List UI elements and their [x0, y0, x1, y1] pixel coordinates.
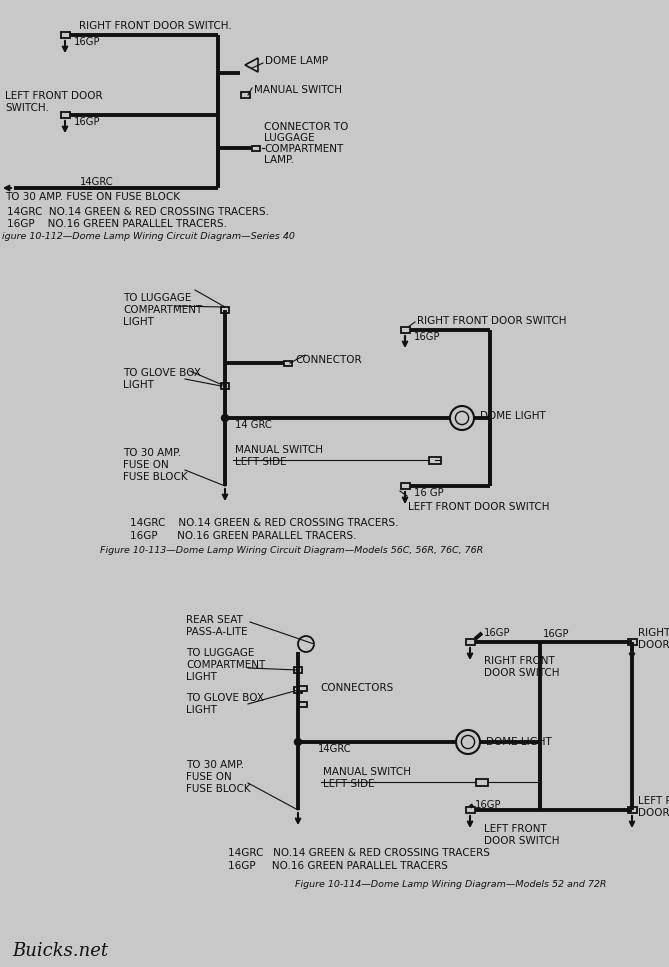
Bar: [628, 639, 636, 645]
Bar: [240, 92, 250, 98]
Text: TO LUGGAGE: TO LUGGAGE: [123, 293, 191, 303]
Bar: [401, 483, 409, 489]
Bar: [60, 112, 70, 118]
Bar: [466, 807, 474, 813]
Text: TO LUGGAGE: TO LUGGAGE: [186, 648, 254, 658]
Text: 16GP     NO.16 GREEN PARALLEL TRACERS: 16GP NO.16 GREEN PARALLEL TRACERS: [228, 861, 448, 871]
Text: CONNECTOR: CONNECTOR: [295, 355, 362, 365]
Text: MANUAL SWITCH: MANUAL SWITCH: [235, 445, 323, 455]
Text: FUSE ON: FUSE ON: [186, 772, 231, 782]
Bar: [299, 701, 307, 707]
Text: RIGHT FRONT DOOR SWITCH.: RIGHT FRONT DOOR SWITCH.: [79, 21, 231, 31]
Text: REAR SEAT: REAR SEAT: [186, 615, 243, 625]
Text: DOOR SWITCH: DOOR SWITCH: [484, 668, 559, 678]
Circle shape: [298, 636, 314, 652]
Text: DOOR SWITCH: DOOR SWITCH: [638, 808, 669, 818]
Bar: [628, 807, 636, 813]
Text: FUSE BLOCK: FUSE BLOCK: [186, 784, 251, 794]
Text: COMPARTMENT: COMPARTMENT: [123, 305, 202, 315]
Text: LIGHT: LIGHT: [186, 705, 217, 715]
Text: 14GRC: 14GRC: [80, 177, 114, 187]
Text: 16GP      NO.16 GREEN PARALLEL TRACERS.: 16GP NO.16 GREEN PARALLEL TRACERS.: [130, 531, 357, 541]
Text: RIGHT FRONT DOOR SWITCH: RIGHT FRONT DOOR SWITCH: [417, 316, 567, 326]
Text: 16GP: 16GP: [484, 628, 510, 638]
Text: 16GP: 16GP: [74, 117, 100, 127]
Bar: [221, 307, 229, 313]
Text: SWITCH.: SWITCH.: [5, 103, 49, 113]
Text: DOOR SWITCH: DOOR SWITCH: [638, 640, 669, 650]
Text: CONNECTORS: CONNECTORS: [320, 683, 393, 693]
Text: igure 10-112—Dome Lamp Wiring Circuit Diagram—Series 40: igure 10-112—Dome Lamp Wiring Circuit Di…: [2, 232, 295, 241]
Text: DOME LIGHT: DOME LIGHT: [480, 411, 546, 421]
Bar: [299, 686, 307, 690]
Text: LIGHT: LIGHT: [123, 317, 154, 327]
Bar: [294, 667, 302, 673]
Circle shape: [221, 415, 229, 422]
Text: TO 30 AMP. FUSE ON FUSE BLOCK: TO 30 AMP. FUSE ON FUSE BLOCK: [5, 192, 180, 202]
Text: 16GP    NO.16 GREEN PARALLEL TRACERS.: 16GP NO.16 GREEN PARALLEL TRACERS.: [7, 219, 227, 229]
Circle shape: [456, 411, 468, 425]
Text: LIGHT: LIGHT: [186, 672, 217, 682]
Text: DOME LIGHT: DOME LIGHT: [486, 737, 552, 747]
Text: TO GLOVE BOX: TO GLOVE BOX: [186, 693, 264, 703]
Text: TO 30 AMP.: TO 30 AMP.: [123, 448, 181, 458]
Text: 14GRC: 14GRC: [318, 744, 352, 754]
Text: PASS-A-LITE: PASS-A-LITE: [186, 627, 248, 637]
Text: LEFT SIDE: LEFT SIDE: [323, 779, 375, 789]
Bar: [401, 327, 409, 333]
Text: Buicks.net: Buicks.net: [12, 942, 108, 960]
Text: LEFT FRONT DOOR: LEFT FRONT DOOR: [5, 91, 102, 101]
Text: MANUAL SWITCH: MANUAL SWITCH: [254, 85, 342, 95]
Text: 16GP: 16GP: [414, 332, 440, 342]
Text: FUSE ON: FUSE ON: [123, 460, 169, 470]
Text: COMPARTMENT: COMPARTMENT: [264, 144, 343, 154]
Text: 14GRC    NO.14 GREEN & RED CROSSING TRACERS.: 14GRC NO.14 GREEN & RED CROSSING TRACERS…: [130, 518, 399, 528]
Text: 14GRC   NO.14 GREEN & RED CROSSING TRACERS: 14GRC NO.14 GREEN & RED CROSSING TRACERS: [228, 848, 490, 858]
Polygon shape: [245, 58, 258, 72]
Text: LAMP.: LAMP.: [264, 155, 294, 165]
Text: LEFT FRONT: LEFT FRONT: [484, 824, 547, 834]
Text: LEFT FRONT DOOR SWITCH: LEFT FRONT DOOR SWITCH: [408, 502, 549, 512]
Text: LIGHT: LIGHT: [123, 380, 154, 390]
Circle shape: [456, 730, 480, 754]
Text: RIGHT FRONT: RIGHT FRONT: [484, 656, 555, 666]
Text: FUSE BLOCK: FUSE BLOCK: [123, 472, 187, 482]
Text: LEFT SIDE: LEFT SIDE: [235, 457, 286, 467]
Text: TO 30 AMP.: TO 30 AMP.: [186, 760, 244, 770]
Text: LUGGAGE: LUGGAGE: [264, 133, 314, 143]
Text: 16GP: 16GP: [475, 800, 502, 810]
Text: DOME LAMP: DOME LAMP: [265, 56, 328, 66]
Text: MANUAL SWITCH: MANUAL SWITCH: [323, 767, 411, 777]
Bar: [221, 383, 229, 389]
Text: 14 GRC: 14 GRC: [235, 420, 272, 430]
Text: DOOR SWITCH: DOOR SWITCH: [484, 836, 559, 846]
Bar: [284, 361, 292, 366]
Text: 16 GP: 16 GP: [414, 488, 444, 498]
Text: Figure 10-114—Dome Lamp Wiring Diagram—Models 52 and 72R: Figure 10-114—Dome Lamp Wiring Diagram—M…: [295, 880, 607, 889]
Circle shape: [462, 735, 474, 748]
Text: 16GP: 16GP: [543, 629, 569, 639]
Text: 14GRC  NO.14 GREEN & RED CROSSING TRACERS.: 14GRC NO.14 GREEN & RED CROSSING TRACERS…: [7, 207, 269, 217]
Bar: [294, 687, 302, 693]
Text: RIGHT REAR: RIGHT REAR: [638, 628, 669, 638]
Text: Figure 10-113—Dome Lamp Wiring Circuit Diagram—Models 56C, 56R, 76C, 76R: Figure 10-113—Dome Lamp Wiring Circuit D…: [100, 546, 483, 555]
Bar: [476, 778, 488, 785]
Bar: [429, 456, 441, 463]
Text: TO GLOVE BOX: TO GLOVE BOX: [123, 368, 201, 378]
Text: CONNECTOR TO: CONNECTOR TO: [264, 122, 349, 132]
Bar: [60, 32, 70, 38]
Bar: [466, 639, 474, 645]
Text: LEFT REAR: LEFT REAR: [638, 796, 669, 806]
Bar: [252, 145, 260, 151]
Circle shape: [294, 739, 302, 746]
Text: 16GP: 16GP: [74, 37, 100, 47]
Text: COMPARTMENT: COMPARTMENT: [186, 660, 265, 670]
Circle shape: [450, 406, 474, 430]
